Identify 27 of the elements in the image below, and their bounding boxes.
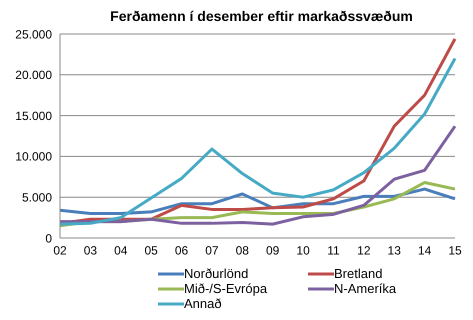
x-tick-label: 05 (144, 244, 158, 258)
x-tick-label: 04 (114, 244, 128, 258)
y-tick-label: 0 (45, 231, 52, 246)
x-tick-label: 08 (236, 244, 250, 258)
y-tick-label: 10.000 (15, 150, 52, 164)
x-tick-label: 12 (357, 244, 371, 258)
x-tick-label: 15 (448, 244, 462, 258)
y-tick-label: 5.000 (22, 190, 52, 204)
legend-label: Bretland (334, 266, 382, 281)
x-tick-label: 13 (388, 244, 402, 258)
y-tick-label: 20.000 (15, 68, 52, 82)
chart-title: Ferðamenn í desember eftir markaðssvæðum (109, 8, 414, 26)
legend-label: Mið-/S-Evrópa (184, 281, 268, 296)
x-tick-label: 11 (327, 244, 340, 258)
x-tick-label: 10 (296, 244, 310, 258)
legend-label: Annað (184, 296, 222, 311)
legend-label: Norðurlönd (184, 266, 248, 281)
x-tick-label: 07 (205, 244, 219, 258)
y-tick-label: 25.000 (15, 27, 52, 42)
x-tick-label: 09 (266, 244, 280, 258)
y-tick-label: 15.000 (15, 108, 52, 123)
x-tick-label: 06 (174, 244, 189, 258)
x-tick-label: 14 (418, 244, 432, 258)
line-series (58, 124, 456, 226)
x-tick-label: 02 (53, 244, 67, 258)
x-tick-label: 03 (84, 244, 98, 258)
legend-label: N-Ameríka (334, 281, 396, 296)
